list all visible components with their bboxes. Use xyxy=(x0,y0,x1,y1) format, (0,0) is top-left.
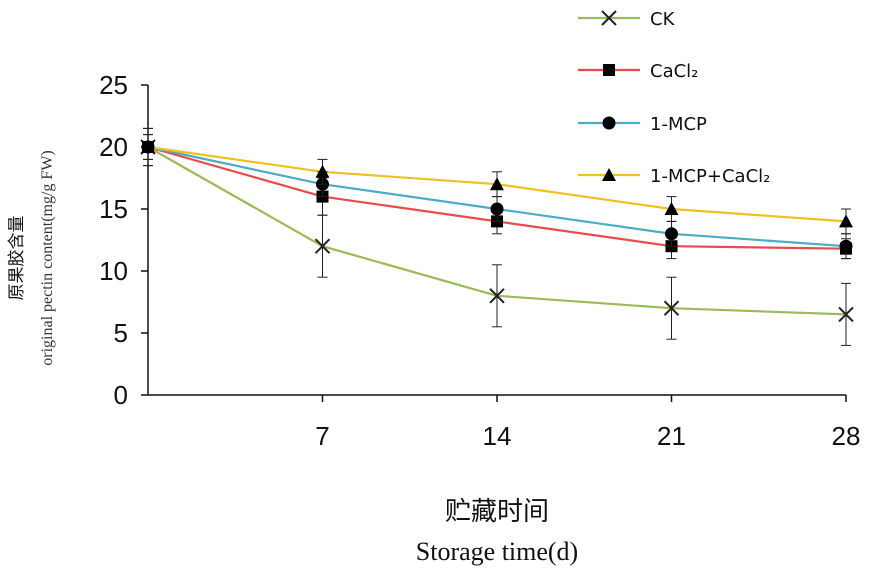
legend: CK CaCl₂ 1-MCP 1-MCP+CaCl₂ xyxy=(578,9,770,187)
x-tick-label: 21 xyxy=(657,421,686,451)
legend-label: 1-MCP+CaCl₂ xyxy=(650,166,770,187)
marker-stroke xyxy=(489,288,505,304)
series-marks-2 xyxy=(141,134,853,260)
marker-stroke xyxy=(314,238,331,254)
data-point xyxy=(665,227,678,241)
marker-stroke xyxy=(838,306,854,323)
data-point xyxy=(839,239,853,253)
legend-marker xyxy=(603,64,615,76)
axes: 0 5 10 15 20 25 7 14 21 28 xyxy=(99,70,860,451)
data-point xyxy=(489,288,505,304)
data-point xyxy=(315,164,330,178)
y-tick-label: 5 xyxy=(114,318,128,348)
y-tick-label: 15 xyxy=(99,194,128,224)
data-point xyxy=(314,238,331,254)
y-tick-label: 10 xyxy=(99,256,128,286)
data-point xyxy=(838,306,854,323)
legend-item-3: 1-MCP+CaCl₂ xyxy=(578,166,770,187)
marker-stroke xyxy=(663,300,680,316)
data-point xyxy=(664,202,679,215)
data-point xyxy=(839,214,853,228)
marker-stroke xyxy=(601,10,617,26)
legend-item-1: CaCl₂ xyxy=(578,61,698,82)
legend-item-2: 1-MCP xyxy=(578,114,707,135)
series-layer xyxy=(140,127,854,346)
y-tick-label: 25 xyxy=(99,70,128,100)
data-point xyxy=(663,300,680,316)
axis-labels: 原果胶含量 original pectin content(mg/g FW) 贮… xyxy=(7,150,578,566)
y-axis-label: original pectin content(mg/g FW) xyxy=(39,150,56,366)
y-tick-label: 20 xyxy=(99,132,128,162)
data-point xyxy=(141,140,155,153)
y-tick-label: 0 xyxy=(114,380,128,410)
x-tick-label: 28 xyxy=(832,421,861,451)
y-axis-label-cn: 原果胶含量 xyxy=(7,216,27,301)
x-axis-label: Storage time(d) xyxy=(416,537,578,566)
legend-label: CaCl₂ xyxy=(650,61,698,82)
legend-marker xyxy=(602,168,616,181)
x-axis-label-cn: 贮藏时间 xyxy=(445,497,549,527)
data-point xyxy=(490,177,504,191)
legend-marker xyxy=(601,10,617,26)
data-point xyxy=(490,202,504,216)
x-tick-label: 7 xyxy=(315,421,329,451)
legend-marker xyxy=(602,116,616,130)
legend-label: 1-MCP xyxy=(650,114,707,135)
legend-item-0: CK xyxy=(578,9,676,30)
x-tick-label: 14 xyxy=(483,421,512,451)
legend-label: CK xyxy=(650,9,676,30)
series-marks-3 xyxy=(141,134,853,235)
